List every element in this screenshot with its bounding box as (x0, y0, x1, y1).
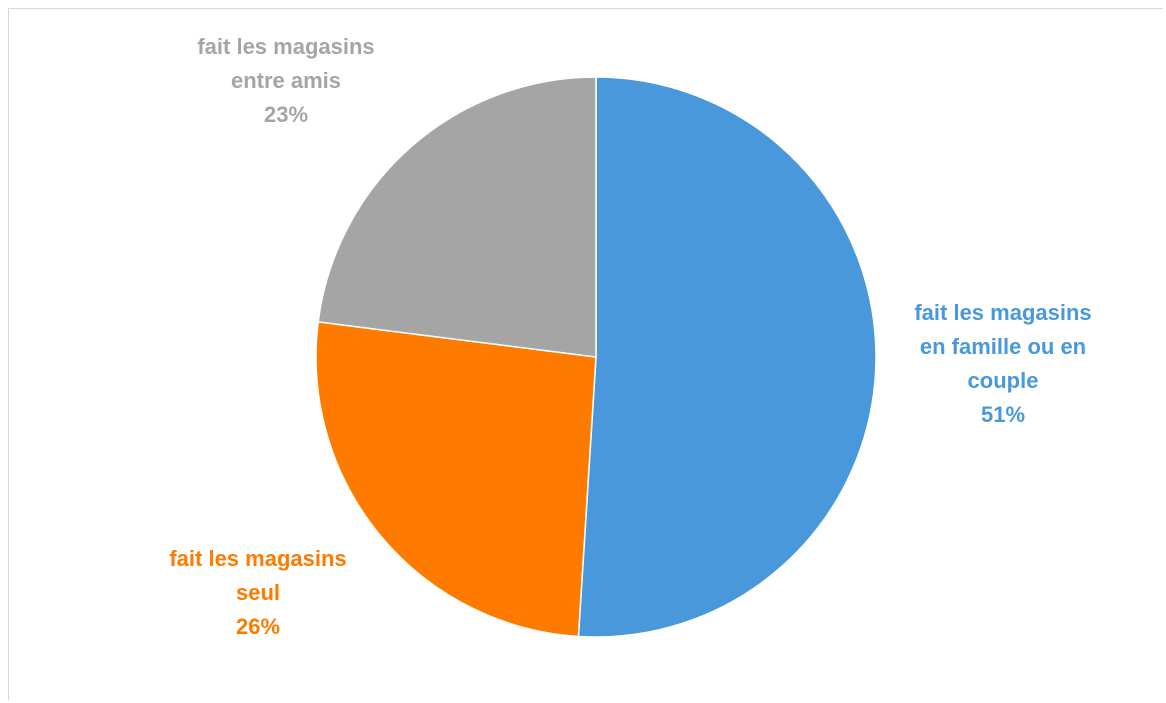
slice-percent-famille: 51% (980, 402, 1026, 427)
slice-label-seul-line-1: fait les magasins (169, 546, 347, 571)
pie-slice-seul (315, 321, 597, 638)
chart-frame (8, 8, 1163, 700)
pie-slice-amis (317, 76, 597, 358)
slice-label-seul: fait les magasins seul 26% (148, 542, 368, 644)
slice-label-seul-line-2: seul (235, 580, 281, 605)
slice-label-amis-line-1: fait les magasins (197, 34, 375, 59)
slice-percent-seul: 26% (235, 614, 281, 639)
slice-label-amis-line-2: entre amis (230, 68, 342, 93)
slice-label-famille-line-3: couple (967, 368, 1039, 393)
slice-label-amis: fait les magasins entre amis 23% (176, 30, 396, 132)
slice-label-famille: fait les magasins en famille ou en coupl… (893, 296, 1113, 432)
slice-label-famille-line-2: en famille ou en (919, 334, 1087, 359)
pie-slice-famille (577, 76, 877, 638)
slice-percent-amis: 23% (263, 102, 309, 127)
pie-slices (315, 76, 877, 638)
slice-label-famille-line-1: fait les magasins (914, 300, 1092, 325)
